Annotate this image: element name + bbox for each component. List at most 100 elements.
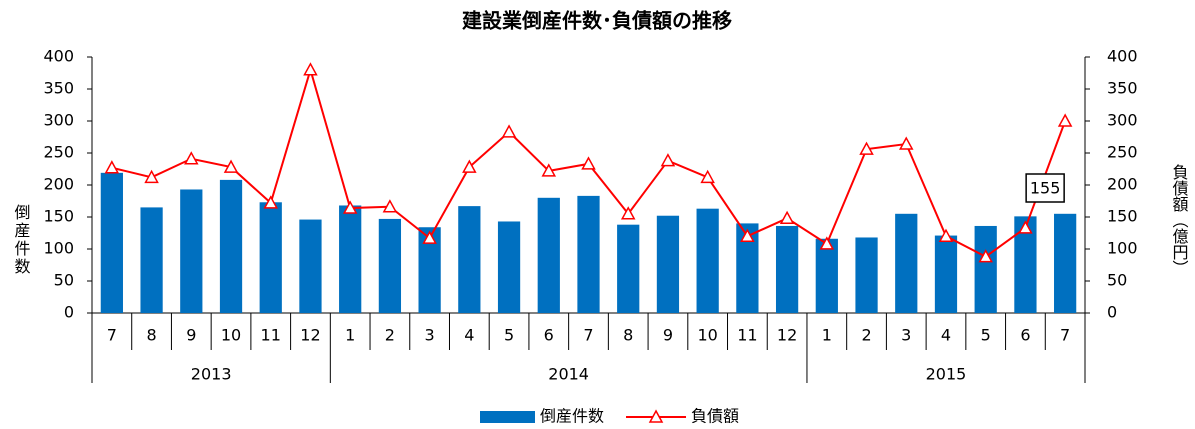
bar	[259, 202, 282, 313]
bar	[100, 172, 123, 313]
bar	[855, 237, 878, 313]
line-marker	[303, 62, 318, 76]
y2-tick-label: 150	[1107, 207, 1138, 226]
x-tick-label: 7	[107, 326, 117, 345]
x-tick-label: 12	[777, 326, 797, 345]
y-tick-label: 350	[43, 79, 74, 98]
x-tick-label: 7	[1060, 326, 1070, 345]
line-marker	[620, 206, 636, 220]
line-marker	[144, 169, 159, 184]
line-marker	[898, 136, 914, 150]
y-tick-label: 50	[54, 271, 74, 290]
x-tick-label: 2	[861, 326, 871, 345]
line-marker	[223, 159, 239, 173]
y2-tick-label: 400	[1107, 47, 1138, 66]
legend-swatch	[480, 411, 535, 423]
x-tick-label: 10	[697, 326, 717, 345]
bar	[974, 225, 997, 313]
y-axis-title: 倒産件数	[12, 204, 31, 276]
x-tick-label: 8	[146, 326, 156, 345]
bar	[696, 208, 719, 313]
bar	[299, 219, 322, 313]
year-label: 2014	[548, 365, 589, 384]
line-marker	[859, 141, 874, 155]
x-tick-label: 1	[822, 326, 832, 345]
x-tick-label: 4	[941, 326, 951, 345]
legend-label: 倒産件数	[540, 407, 604, 426]
y2-tick-label: 250	[1107, 143, 1138, 162]
line-marker	[342, 200, 358, 214]
y2-tick-label: 350	[1107, 79, 1138, 98]
y-tick-label: 400	[43, 47, 74, 66]
data-label-box	[1025, 173, 1065, 203]
legend-marker	[648, 409, 664, 423]
line-marker	[660, 153, 676, 167]
line-marker	[263, 195, 279, 209]
y-tick-label: 0	[64, 303, 74, 322]
year-label: 2015	[926, 365, 967, 384]
x-tick-label: 5	[504, 326, 514, 345]
bar	[617, 224, 640, 313]
line-marker	[978, 249, 993, 263]
line-marker	[700, 169, 715, 184]
x-tick-label: 5	[981, 326, 991, 345]
x-tick-label: 4	[464, 326, 474, 345]
bar	[339, 205, 362, 313]
line-marker	[462, 159, 477, 173]
x-tick-label: 9	[186, 326, 196, 345]
x-tick-label: 10	[221, 326, 241, 345]
x-tick-label: 7	[583, 326, 593, 345]
bar	[497, 221, 521, 313]
y2-tick-label: 200	[1107, 175, 1138, 194]
x-tick-label: 1	[345, 326, 355, 345]
legend-label: 負債額	[691, 407, 739, 426]
bar	[219, 179, 243, 313]
x-tick-label: 6	[544, 326, 554, 345]
chart-title: 建設業倒産件数･負債額の推移	[462, 9, 732, 33]
bar	[815, 238, 838, 313]
bar	[656, 215, 680, 313]
x-tick-label: 12	[300, 326, 320, 345]
line-marker	[1018, 220, 1033, 234]
line-marker	[938, 228, 954, 242]
line-marker	[501, 124, 517, 138]
bar	[458, 206, 481, 313]
bar	[140, 207, 163, 313]
bar	[895, 213, 918, 313]
line-marker	[422, 230, 437, 244]
line-marker	[104, 160, 120, 174]
x-tick-label: 3	[901, 326, 911, 345]
bar	[775, 225, 799, 313]
x-tick-label: 8	[623, 326, 633, 345]
x-tick-label: 9	[663, 326, 673, 345]
x-tick-label: 11	[737, 326, 757, 345]
y2-tick-label: 100	[1107, 239, 1138, 258]
y2-tick-label: 0	[1107, 303, 1117, 322]
y-tick-label: 150	[43, 207, 74, 226]
y2-tick-label: 300	[1107, 111, 1138, 130]
line-marker	[1057, 113, 1073, 127]
line-marker	[819, 236, 835, 250]
y-tick-label: 300	[43, 111, 74, 130]
bar	[418, 227, 441, 313]
year-label: 2013	[191, 365, 232, 384]
line-marker	[779, 210, 795, 225]
data-label: 155	[1030, 179, 1061, 198]
y-tick-label: 250	[43, 143, 74, 162]
line-marker	[184, 151, 199, 165]
bar	[180, 189, 203, 313]
y2-axis-title: 負債額（億円）	[1170, 164, 1189, 276]
x-tick-label: 11	[261, 326, 281, 345]
line-marker	[740, 228, 755, 242]
bar	[537, 197, 560, 313]
x-tick-label: 2	[385, 326, 395, 345]
line-marker	[541, 163, 557, 177]
bar	[736, 223, 759, 313]
y-tick-label: 100	[43, 239, 74, 258]
x-tick-label: 6	[1020, 326, 1030, 345]
line-marker	[581, 156, 596, 170]
bar	[934, 235, 958, 313]
bar	[1014, 216, 1037, 313]
y-tick-label: 200	[43, 175, 74, 194]
